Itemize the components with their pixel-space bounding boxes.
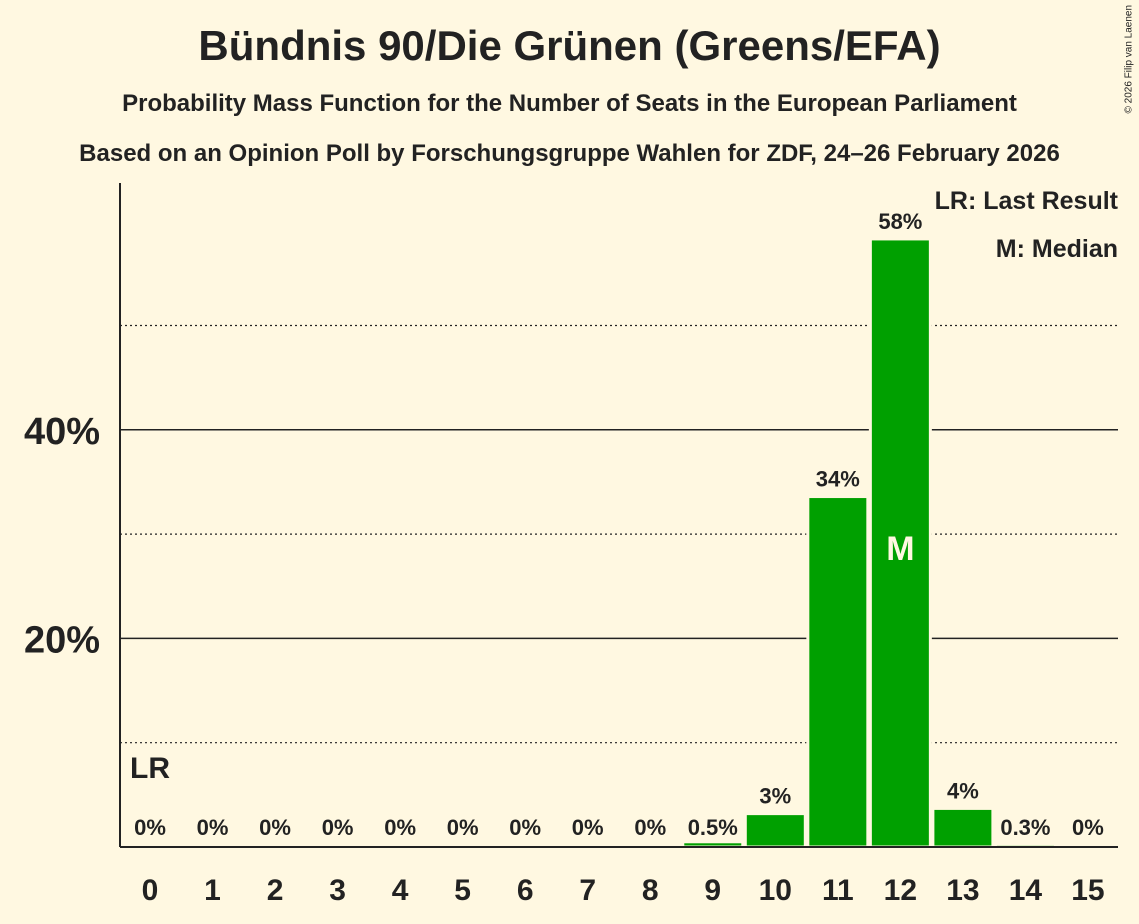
y-tick-label: 20% bbox=[24, 619, 100, 661]
x-tick-label: 10 bbox=[759, 874, 792, 907]
data-label: 3% bbox=[759, 784, 791, 809]
data-label: 0% bbox=[572, 815, 604, 840]
x-tick-label: 11 bbox=[822, 874, 854, 907]
last-result-marker: LR bbox=[130, 752, 170, 785]
x-tick-label: 14 bbox=[1009, 874, 1043, 907]
y-tick-label: 40% bbox=[24, 411, 100, 453]
data-label: 0% bbox=[509, 815, 541, 840]
x-tick-label: 7 bbox=[579, 874, 596, 907]
chart-title: Bündnis 90/Die Grünen (Greens/EFA) bbox=[198, 22, 941, 69]
data-label: 0% bbox=[447, 815, 479, 840]
legend-entry: M: Median bbox=[996, 235, 1118, 263]
chart-subtitle: Probability Mass Function for the Number… bbox=[122, 90, 1017, 117]
x-tick-label: 2 bbox=[267, 874, 284, 907]
data-label: 0% bbox=[197, 815, 229, 840]
bar bbox=[806, 495, 870, 849]
data-label: 0% bbox=[322, 815, 354, 840]
x-tick-label: 12 bbox=[884, 874, 917, 907]
median-marker: M bbox=[886, 530, 914, 568]
x-tick-label: 13 bbox=[946, 874, 979, 907]
data-label: 0% bbox=[1072, 815, 1104, 840]
legend-entry: LR: Last Result bbox=[935, 187, 1119, 215]
bar bbox=[743, 812, 807, 849]
data-label: 58% bbox=[878, 209, 922, 234]
x-tick-label: 0 bbox=[142, 874, 159, 907]
x-tick-label: 6 bbox=[517, 874, 534, 907]
data-label: 34% bbox=[816, 467, 860, 492]
x-tick-label: 9 bbox=[704, 874, 721, 907]
x-tick-label: 4 bbox=[392, 874, 409, 907]
x-tick-label: 15 bbox=[1071, 874, 1104, 907]
data-label: 0% bbox=[134, 815, 166, 840]
data-label: 0% bbox=[384, 815, 416, 840]
chart-subtitle-2: Based on an Opinion Poll by Forschungsgr… bbox=[79, 140, 1060, 167]
data-label: 0% bbox=[634, 815, 666, 840]
x-tick-label: 5 bbox=[454, 874, 471, 907]
data-label: 4% bbox=[947, 778, 979, 803]
x-tick-label: 8 bbox=[642, 874, 659, 907]
data-label: 0% bbox=[259, 815, 291, 840]
x-tick-label: 1 bbox=[204, 874, 221, 907]
data-label: 0.3% bbox=[1000, 815, 1050, 840]
data-label: 0.5% bbox=[688, 815, 738, 840]
bar bbox=[868, 237, 932, 849]
bar bbox=[931, 806, 995, 849]
x-tick-label: 3 bbox=[329, 874, 346, 907]
